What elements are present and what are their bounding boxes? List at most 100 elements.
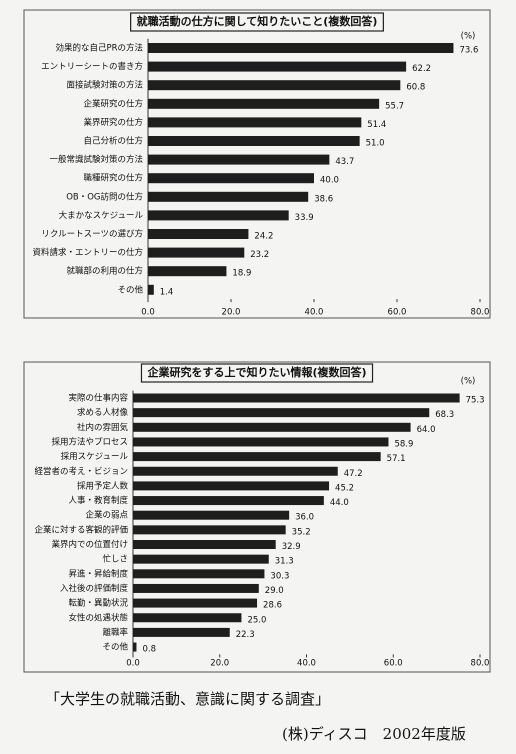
bar: [148, 136, 360, 146]
y-tick-label: その他: [117, 284, 143, 295]
value-label: 22.3: [236, 630, 255, 640]
y-tick-label: 入社後の評価制度: [60, 583, 129, 594]
chart-title: 就職活動の仕方に関して知りたいこと(複数回答): [137, 14, 378, 28]
value-label: 68.3: [435, 410, 454, 420]
value-label: 47.2: [344, 469, 363, 479]
bar: [148, 210, 289, 221]
bar: [148, 266, 227, 277]
bar: [148, 191, 309, 202]
chart-frame: [23, 9, 491, 319]
y-tick-label: その他: [102, 642, 128, 653]
bar: [133, 569, 265, 579]
bar: [148, 247, 245, 258]
value-label: 45.2: [335, 483, 354, 493]
x-tick-label: 40.0: [297, 659, 316, 669]
x-tick-label: 20.0: [222, 308, 241, 318]
value-label: 36.0: [295, 513, 314, 523]
y-tick-label: エントリーシートの書き方: [41, 61, 143, 72]
value-label: 58.9: [394, 439, 413, 449]
value-label: 18.9: [232, 269, 251, 279]
x-tick-label: 40.0: [305, 308, 324, 318]
y-tick-label: 採用スケジュール: [61, 451, 129, 462]
y-tick-label: 経営者の考え・ビジョン: [34, 466, 128, 477]
y-tick-label: 採用予定人数: [77, 480, 129, 491]
value-label: 38.6: [314, 194, 333, 204]
y-tick-label: 女性の処遇状態: [68, 612, 128, 623]
x-tick-label: 80.0: [471, 659, 490, 669]
value-label: 23.2: [250, 250, 269, 260]
bar: [133, 627, 230, 637]
y-tick-label: 離職率: [102, 627, 128, 638]
value-label: 35.2: [292, 527, 311, 537]
title-box: [140, 363, 374, 383]
y-tick-label: 企業の弱点: [85, 510, 128, 521]
value-label: 0.8: [142, 645, 156, 655]
x-tick-label: 20.0: [210, 659, 229, 669]
bar: [133, 540, 276, 549]
value-label: 43.7: [335, 157, 354, 167]
bar: [133, 481, 330, 491]
bar: [133, 554, 269, 564]
x-tick-label: 60.0: [388, 308, 407, 318]
value-label: 64.0: [417, 425, 436, 435]
y-tick-label: 資料請求・エントリーの仕方: [32, 247, 143, 258]
value-label: 51.0: [366, 139, 385, 149]
y-tick-label: 効果的な自己PRの方法: [55, 43, 143, 54]
chart-frame: [23, 361, 491, 673]
bar: [133, 525, 286, 535]
bar: [133, 510, 290, 520]
bar: [133, 452, 381, 462]
bar: [148, 117, 362, 128]
title-box: [130, 12, 384, 32]
value-label: 32.9: [282, 542, 301, 552]
bar: [133, 583, 259, 593]
y-tick-label: 自己分析の仕方: [83, 136, 143, 147]
unit-label: (%): [461, 32, 476, 42]
y-tick-label: 職種研究の仕方: [83, 173, 143, 184]
value-label: 28.6: [263, 601, 282, 611]
y-tick-label: 面接試験対策の方法: [66, 80, 143, 91]
value-label: 25.0: [247, 615, 266, 625]
value-label: 62.2: [412, 64, 431, 74]
y-tick-label: 一般常識試験対策の方法: [49, 154, 143, 165]
value-label: 29.0: [265, 586, 284, 596]
value-label: 55.7: [385, 101, 404, 111]
bar: [148, 154, 330, 165]
source: (株)ディスコ 2002年度版: [282, 725, 466, 743]
value-label: 51.4: [367, 120, 386, 130]
survey-title: 「大学生の就職活動、意識に関する調査」: [45, 690, 330, 708]
bar: [133, 613, 242, 623]
bar: [148, 80, 401, 91]
value-label: 30.3: [270, 571, 289, 581]
value-label: 1.4: [160, 287, 174, 297]
unit-label: (%): [461, 377, 476, 387]
y-tick-label: 求める人材像: [77, 407, 129, 418]
bar: [133, 466, 338, 476]
y-tick-label: OB・OG訪問の仕方: [66, 191, 143, 202]
y-tick-label: 人事・教育制度: [68, 495, 128, 506]
bar: [148, 43, 454, 53]
y-tick-label: 忙しさ: [102, 554, 128, 565]
y-tick-label: 昇進・昇給制度: [68, 568, 128, 579]
value-label: 44.0: [330, 498, 349, 508]
y-tick-label: リクルートスーツの選び方: [41, 229, 143, 240]
x-tick-label: 60.0: [384, 659, 403, 669]
bar: [148, 284, 154, 295]
y-tick-label: 社内の雰囲気: [77, 422, 129, 433]
y-tick-label: 実際の仕事内容: [68, 393, 128, 404]
y-tick-label: 業界研究の仕方: [83, 117, 143, 128]
x-tick-label: 0.0: [126, 659, 140, 669]
bar: [133, 408, 430, 418]
value-label: 33.9: [295, 213, 314, 223]
y-tick-label: 企業研究の仕方: [83, 98, 143, 109]
value-label: 73.6: [459, 46, 478, 56]
y-tick-label: 企業に対する客観的評価: [34, 524, 128, 535]
bar: [133, 642, 137, 652]
bar: [148, 61, 407, 72]
bar: [133, 598, 258, 608]
x-tick-label: 80.0: [471, 308, 490, 318]
bar: [133, 393, 460, 403]
value-label: 40.0: [320, 176, 339, 186]
